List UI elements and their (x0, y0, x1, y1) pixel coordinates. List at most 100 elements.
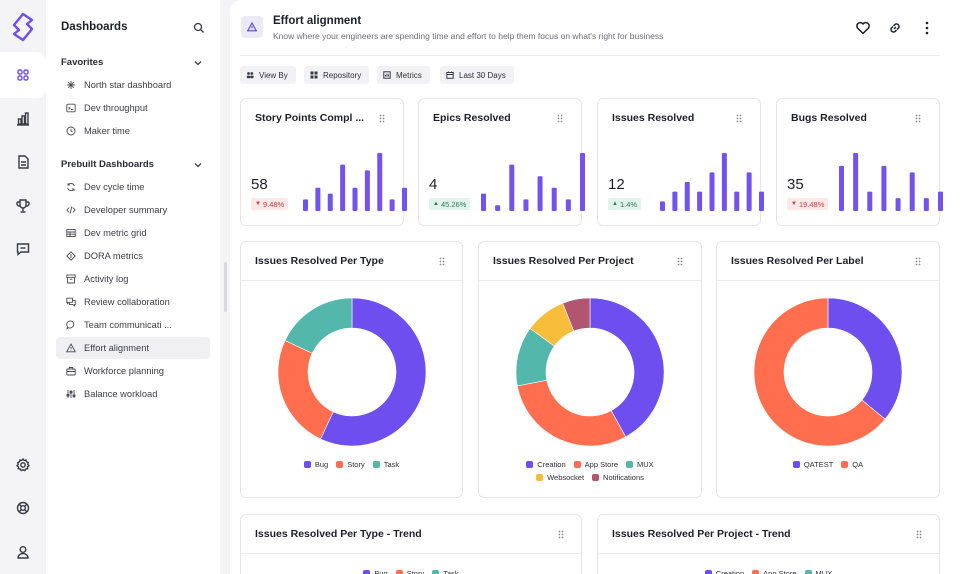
filter-repository-button[interactable]: Repository (304, 66, 370, 84)
change-badge: ▲ 1.4% (608, 198, 642, 210)
sidebar-item-dev-throughput[interactable]: Dev throughput (56, 97, 210, 119)
favorite-heart-icon[interactable] (855, 20, 871, 36)
legend-item[interactable]: MUX (626, 458, 654, 471)
legend-swatch (336, 461, 344, 468)
legend-item[interactable]: Story (395, 567, 424, 574)
sidebar-item-label: Review collaboration (84, 297, 170, 307)
help-lifebuoy-icon[interactable] (15, 500, 31, 516)
change-value: 19.48% (798, 199, 825, 209)
mini-bar (402, 187, 407, 211)
legend-item[interactable]: MUX (804, 567, 833, 574)
chevron-down-icon[interactable] (193, 160, 203, 170)
settings-gear-icon[interactable] (15, 457, 31, 473)
legend-item[interactable]: Story (336, 458, 365, 471)
grid-icon (310, 71, 318, 79)
legend-item[interactable]: Task (432, 567, 459, 574)
legend-swatch (363, 570, 371, 574)
sidebar-item-activity-log[interactable]: Activity log (56, 268, 210, 290)
filter-date-range-button[interactable]: Last 30 Days (440, 66, 514, 84)
legend-swatch (841, 461, 849, 468)
trophy-icon[interactable] (15, 198, 31, 214)
legend-item[interactable]: App Store (752, 567, 797, 574)
issues-per-project-trend-card: Issues Resolved Per Project - Trend Crea… (597, 514, 940, 574)
mini-bar (721, 153, 727, 211)
drag-handle-icon[interactable] (379, 114, 385, 123)
sidebar-item-label: Maker time (84, 126, 130, 136)
sidebar-item-team-communicati[interactable]: Team communicati ... (56, 314, 210, 336)
donut-slice-task[interactable] (284, 297, 353, 354)
drag-handle-icon[interactable] (736, 114, 742, 123)
legend-swatch (372, 461, 380, 468)
legend-label: QA (852, 460, 864, 469)
sidebar-item-dora-metrics[interactable]: DORA metrics (56, 245, 210, 267)
drag-handle-icon[interactable] (558, 530, 564, 539)
sidebar-item-workforce-planning[interactable]: Workforce planning (56, 360, 210, 382)
legend-item[interactable]: App Store (573, 458, 618, 471)
stat-value: 4 (429, 176, 438, 193)
donut-slice-qatest[interactable] (827, 297, 903, 420)
chevron-down-icon[interactable] (193, 58, 203, 68)
donut-slice-story[interactable] (277, 340, 334, 440)
drag-handle-icon[interactable] (557, 114, 563, 123)
sidebar-item-maker-time[interactable]: Maker time (56, 120, 210, 142)
sidebar-item-dev-cycle-time[interactable]: Dev cycle time (56, 176, 210, 198)
app-logo-icon[interactable] (10, 12, 36, 42)
sidebar-item-effort-alignment[interactable]: Effort alignment (56, 337, 210, 359)
legend-item[interactable]: Notifications (592, 471, 644, 484)
mini-bar (895, 198, 901, 211)
legend-label: MUX (815, 569, 833, 574)
legend-item[interactable]: Bug (363, 567, 388, 574)
sidebar-item-review-collaboration[interactable]: Review collaboration (56, 291, 210, 313)
dashboards-icon[interactable] (15, 67, 31, 83)
bar-chart-icon[interactable] (15, 111, 31, 127)
chat-icon[interactable] (15, 241, 31, 257)
user-profile-icon[interactable] (15, 544, 31, 560)
drag-handle-icon[interactable] (915, 114, 921, 123)
legend-label: Websocket (547, 473, 585, 482)
filter-metrics-button[interactable]: Metrics (377, 66, 430, 84)
chat-bubbles-icon (66, 297, 76, 307)
grid-icon (66, 229, 76, 237)
sidebar-item-developer-summary[interactable]: Developer summary (56, 199, 210, 221)
change-badge: ▲ 45.26% (429, 198, 471, 210)
mini-bar (551, 187, 557, 211)
donut-slice-notifications[interactable] (562, 297, 591, 332)
drag-handle-icon[interactable] (916, 530, 922, 539)
legend-item[interactable]: Task (372, 458, 399, 471)
donut-slice-creation[interactable] (589, 297, 665, 438)
legend-item[interactable]: Bug (303, 458, 328, 471)
change-value: 1.4% (619, 199, 638, 209)
metrics-icon (383, 71, 391, 79)
legend-swatch (592, 474, 600, 481)
sidebar-item-north-star-dashboard[interactable]: North star dashboard (56, 74, 210, 96)
change-value: 9.48% (262, 199, 285, 209)
legend-swatch (752, 570, 760, 574)
donut-slice-bug[interactable] (320, 297, 427, 447)
donut-slice-qa[interactable] (753, 297, 886, 447)
filter-view-by-button[interactable]: View By (240, 66, 296, 84)
warning-icon (66, 343, 76, 353)
sidebar-item-dev-metric-grid[interactable]: Dev metric grid (56, 222, 210, 244)
more-options-icon[interactable] (919, 20, 935, 36)
legend-swatch (536, 474, 544, 481)
filter-label: Metrics (396, 70, 422, 80)
search-icon[interactable] (193, 22, 205, 34)
legend-item[interactable]: Creation (704, 567, 744, 574)
mini-bar-chart (481, 153, 585, 211)
link-icon[interactable] (887, 20, 903, 36)
card-divider (241, 280, 462, 281)
sidebar-scrollbar[interactable] (224, 262, 227, 312)
legend-item[interactable]: Creation (526, 458, 566, 471)
drag-handle-icon[interactable] (439, 257, 445, 266)
drag-handle-icon[interactable] (677, 257, 683, 266)
drag-handle-icon[interactable] (915, 257, 921, 266)
donut-slice-app-store[interactable] (516, 379, 627, 447)
legend-item[interactable]: QA (841, 458, 863, 471)
document-icon[interactable] (15, 154, 31, 170)
legend-item[interactable]: QATEST (792, 458, 833, 471)
sidebar-item-balance-workload[interactable]: Balance workload (56, 383, 210, 405)
legend-item[interactable]: Websocket (536, 471, 584, 484)
rail-active-indicator (0, 52, 46, 98)
mini-bar (495, 205, 501, 211)
chart-title: Issues Resolved Per Type - Trend (255, 528, 422, 540)
